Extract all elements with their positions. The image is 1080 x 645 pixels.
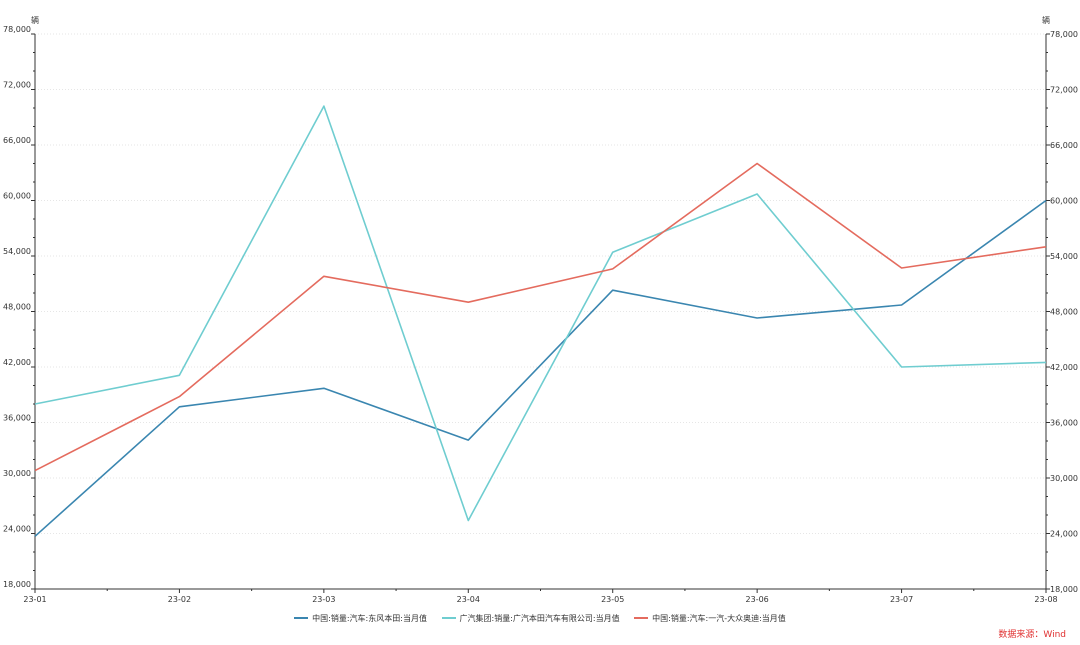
right-tick-label: 30,000	[1050, 474, 1078, 483]
left-tick-label: 36,000	[3, 414, 31, 423]
right-tick-label: 66,000	[1050, 141, 1078, 150]
right-unit-label: 辆	[1042, 15, 1050, 25]
legend-swatch-dongfeng-honda	[294, 617, 309, 619]
x-tick-label: 23-01	[23, 595, 46, 604]
right-tick-label: 18,000	[1050, 585, 1078, 594]
right-tick-label: 72,000	[1050, 86, 1078, 95]
x-tick-label: 23-06	[746, 595, 769, 604]
right-tick-label: 54,000	[1050, 252, 1078, 261]
legend-swatch-gac-honda	[441, 617, 456, 619]
legend-label-gac-honda: 广汽集团:销量:广汽本田汽车有限公司:当月值	[459, 613, 620, 623]
right-tick-label: 60,000	[1050, 197, 1078, 206]
x-tick-label: 23-08	[1034, 595, 1057, 604]
left-tick-label: 42,000	[3, 358, 31, 367]
left-tick-label: 54,000	[3, 247, 31, 256]
legend-item-dongfeng-honda: 中国:销量:汽车:东风本田:当月值	[294, 613, 427, 624]
series-lines	[34, 105, 1047, 537]
left-tick-label: 78,000	[3, 25, 31, 34]
left-tick-label: 24,000	[3, 525, 31, 534]
left-tick-label: 48,000	[3, 303, 31, 312]
right-tick-label: 78,000	[1050, 30, 1078, 39]
x-tick-label: 23-03	[312, 595, 335, 604]
left-tick-label: 60,000	[3, 192, 31, 201]
right-tick-label: 48,000	[1050, 308, 1078, 317]
legend-label-faw-audi: 中国:销量:汽车:一汽-大众奥迪:当月值	[652, 613, 786, 623]
axes: 辆 辆	[31, 15, 1050, 593]
gridlines	[35, 33, 1046, 534]
x-tick-label: 23-07	[890, 595, 913, 604]
series-line-faw-audi	[34, 162, 1047, 472]
x-tick-label: 23-05	[601, 595, 624, 604]
legend: 中国:销量:汽车:东风本田:当月值 广汽集团:销量:广汽本田汽车有限公司:当月值…	[0, 612, 1080, 624]
legend-label-dongfeng-honda: 中国:销量:汽车:东风本田:当月值	[312, 613, 427, 623]
left-tick-label: 18,000	[3, 580, 31, 589]
x-tick-label: 23-02	[168, 595, 191, 604]
legend-item-gac-honda: 广汽集团:销量:广汽本田汽车有限公司:当月值	[441, 613, 620, 624]
left-tick-label: 72,000	[3, 81, 31, 90]
left-tick-label: 66,000	[3, 136, 31, 145]
source-label: 数据来源：Wind	[998, 630, 1066, 640]
x-tick-label: 23-04	[457, 595, 480, 604]
left-unit-label: 辆	[31, 15, 39, 25]
right-tick-label: 36,000	[1050, 419, 1078, 428]
right-tick-label: 24,000	[1050, 530, 1078, 539]
legend-swatch-faw-audi	[634, 617, 649, 619]
right-tick-label: 42,000	[1050, 363, 1078, 372]
left-tick-label: 30,000	[3, 469, 31, 478]
series-line-gac-honda	[34, 105, 1047, 522]
series-line-dongfeng-honda	[34, 199, 1047, 537]
tick-labels: 18,000 18,000 24,000 24,000 30,000 30,000 36,0…	[3, 25, 1078, 604]
legend-item-faw-audi: 中国:销量:汽车:一汽-大众奥迪:当月值	[634, 613, 786, 624]
